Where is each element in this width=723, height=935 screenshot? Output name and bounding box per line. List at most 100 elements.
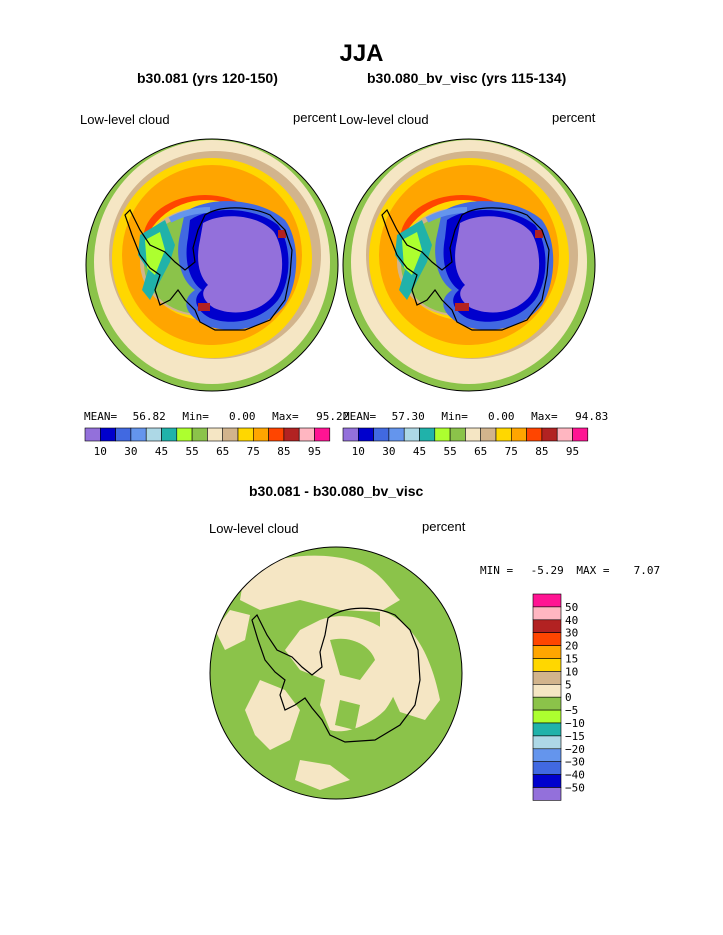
panel1-colorbar-tick-label: 85 bbox=[277, 445, 290, 458]
diff-colorbar-tick-label: 0 bbox=[565, 691, 572, 704]
panel2-left-label: Low-level cloud bbox=[339, 112, 429, 127]
panel1-colorbar-swatch bbox=[100, 427, 116, 442]
panel2-colorbar-swatch bbox=[373, 427, 390, 442]
panel2-mean: 57.30 bbox=[391, 410, 425, 423]
panel2-colorbar-swatch bbox=[465, 427, 481, 442]
diff-colorbar-tick-label: −20 bbox=[565, 743, 585, 756]
diff-colorbar-tick-label: −5 bbox=[565, 704, 578, 717]
panel2-max-label: Max= bbox=[531, 410, 558, 423]
diff-max: 7.07 bbox=[633, 564, 661, 577]
panel1-stats: MEAN= 56.82 Min= 0.00 Max= 95.22 bbox=[84, 410, 349, 423]
panel1-colorbar-swatch bbox=[191, 427, 208, 442]
panel1-colorbar-tick-label: 30 bbox=[124, 445, 137, 458]
diff-colorbar-tick-label: 5 bbox=[565, 678, 572, 691]
diff-min: -5.29 bbox=[530, 564, 564, 577]
panel1-colorbar-swatch bbox=[207, 427, 223, 442]
diff-colorbar-tick-label: 15 bbox=[565, 653, 578, 666]
diff-colorbar-swatch bbox=[532, 671, 562, 685]
diff-colorbar-swatch bbox=[532, 696, 562, 711]
diff-colorbar-swatch bbox=[532, 709, 562, 724]
diff-colorbar-tick-label: −30 bbox=[565, 756, 585, 769]
panel1-colorbar: 10 30 45 55 65 75 85 95 bbox=[84, 427, 331, 458]
panel2-min: 0.00 bbox=[488, 410, 515, 423]
panel2-colorbar-tick-label: 45 bbox=[413, 445, 426, 458]
diff-colorbar-tick-label: 30 bbox=[565, 627, 578, 640]
diff-colorbar-tick-label: −40 bbox=[565, 769, 585, 782]
panel2-colorbar-swatch bbox=[510, 427, 527, 442]
figure-title: JJA bbox=[339, 40, 384, 67]
panel2-mean-label: MEAN= bbox=[343, 410, 377, 423]
panel2-field bbox=[343, 139, 595, 391]
diff-left-label: Low-level cloud bbox=[209, 521, 299, 536]
panel2-colorbar-tick-label: 10 bbox=[352, 445, 365, 458]
panel1-colorbar-swatch bbox=[253, 427, 269, 442]
panel2-colorbar-tick-label: 30 bbox=[382, 445, 395, 458]
panel1-colorbar-tick-label: 55 bbox=[185, 445, 198, 458]
panel2-colorbar-tick-label: 75 bbox=[505, 445, 518, 458]
panel1-colorbar-swatch bbox=[176, 427, 193, 442]
panel1-colorbar-swatch bbox=[130, 427, 147, 442]
panel2-colorbar-swatch bbox=[480, 427, 497, 442]
panel2-min-label: Min= bbox=[441, 410, 468, 423]
panel1-colorbar-tick-label: 65 bbox=[216, 445, 229, 458]
panel1-colorbar-tick-label: 75 bbox=[247, 445, 260, 458]
diff-colorbar-swatch bbox=[532, 606, 562, 621]
diff-title: b30.081 - b30.080_bv_visc bbox=[249, 483, 424, 499]
panel2-colorbar-swatch bbox=[403, 427, 420, 442]
panel2-colorbar-tick-label: 85 bbox=[535, 445, 548, 458]
diff-max-label: MAX = bbox=[576, 564, 610, 577]
panel2-colorbar-swatch bbox=[419, 427, 436, 442]
panel2-coastline bbox=[381, 207, 550, 331]
panel1-max: 95.22 bbox=[316, 410, 350, 423]
panel1-colorbar-swatch bbox=[268, 427, 285, 442]
diff-stats: MIN = -5.29 MAX = 7.07 bbox=[480, 564, 660, 577]
diff-colorbar-swatch bbox=[532, 787, 562, 801]
diff-colorbar-swatch bbox=[532, 619, 562, 633]
diff-colorbar-swatch bbox=[532, 658, 562, 672]
diff-colorbar-tick-label: −50 bbox=[565, 782, 585, 795]
diff-colorbar-tick-label: −10 bbox=[565, 717, 585, 730]
panel2-colorbar-swatch bbox=[541, 427, 558, 442]
panel1-coastline bbox=[124, 207, 293, 331]
diff-colorbar-swatch bbox=[532, 748, 562, 762]
panel2-colorbar-swatch bbox=[434, 427, 451, 442]
diff-min-label: MIN = bbox=[480, 564, 514, 577]
panel1-colorbar-swatch bbox=[145, 427, 162, 442]
panel2-colorbar-swatch bbox=[357, 427, 374, 442]
diff-colorbar-swatch bbox=[532, 722, 562, 737]
diff-colorbar-swatch bbox=[532, 632, 562, 646]
diff-coastline bbox=[251, 607, 421, 743]
diff-colorbar-swatch bbox=[532, 761, 562, 775]
diff-colorbar-swatch bbox=[532, 593, 562, 608]
diff-colorbar-tick-label: −15 bbox=[565, 730, 585, 743]
panel1-right-label: percent bbox=[293, 110, 337, 125]
panel2-colorbar-swatch bbox=[556, 427, 573, 442]
panel1-colorbar-swatch bbox=[84, 427, 101, 442]
panel2-colorbar-swatch bbox=[449, 427, 466, 442]
diff-colorbar-tick-label: 50 bbox=[565, 601, 578, 614]
panel1-min: 0.00 bbox=[229, 410, 256, 423]
panel1-colorbar-tick-label: 95 bbox=[308, 445, 321, 458]
panel1-colorbar-swatch bbox=[298, 427, 315, 442]
panel2-colorbar-swatch bbox=[495, 427, 512, 442]
panel1-field bbox=[86, 139, 338, 391]
panel1-colorbar-swatch bbox=[314, 427, 331, 442]
panel2-colorbar: 10 30 45 55 65 75 85 95 bbox=[342, 427, 589, 458]
panel1-left-label: Low-level cloud bbox=[80, 112, 170, 127]
panel2-colorbar-swatch bbox=[572, 427, 589, 442]
panel2-stats: MEAN= 57.30 Min= 0.00 Max= 94.83 bbox=[343, 410, 608, 423]
diff-colorbar-swatch bbox=[532, 645, 562, 659]
panel2-colorbar-tick-label: 55 bbox=[443, 445, 456, 458]
panel1-min-label: Min= bbox=[182, 410, 209, 423]
panel1-colorbar-swatch bbox=[161, 427, 178, 442]
panel2-colorbar-tick-label: 65 bbox=[474, 445, 487, 458]
panel1-mean-label: MEAN= bbox=[84, 410, 118, 423]
diff-right-label: percent bbox=[422, 519, 466, 534]
panel1-title: b30.081 (yrs 120-150) bbox=[137, 70, 278, 86]
diff-colorbar-tick-label: 40 bbox=[565, 614, 578, 627]
panel2-colorbar-swatch bbox=[388, 427, 405, 442]
panel1-colorbar-swatch bbox=[222, 427, 239, 442]
